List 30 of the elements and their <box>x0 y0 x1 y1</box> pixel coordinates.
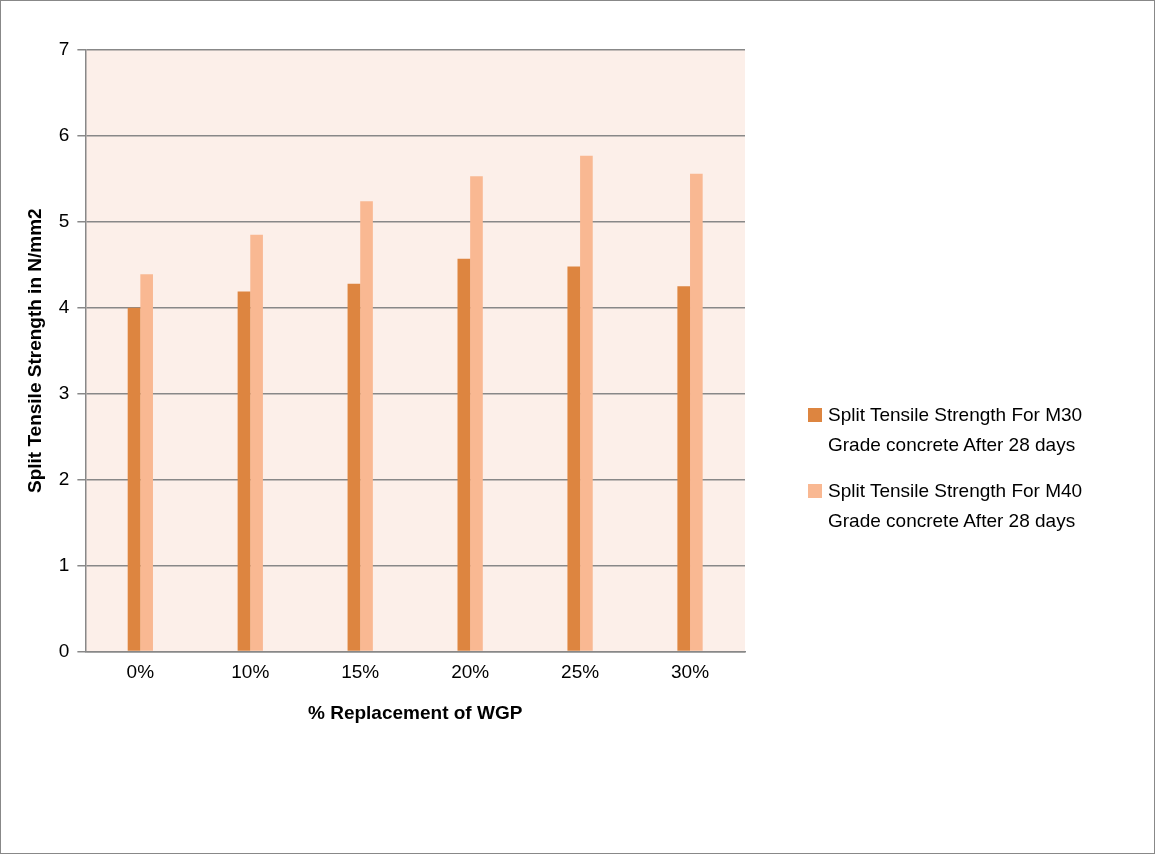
x-tick-label: 20% <box>451 661 490 683</box>
y-tick-label: 5 <box>58 210 70 232</box>
y-tick-label: 7 <box>58 38 70 60</box>
bar <box>140 274 153 651</box>
bar <box>690 173 703 651</box>
bar <box>457 258 471 651</box>
y-tick-label: 1 <box>58 553 70 575</box>
bar <box>347 283 361 651</box>
x-tick-label: 0% <box>126 661 155 683</box>
bar <box>567 266 581 651</box>
y-tick-label: 3 <box>58 381 70 403</box>
legend-label: Split Tensile Strength For M30 Grade concrete After 28 days <box>828 403 1084 457</box>
y-tick-label: 0 <box>58 639 70 661</box>
bar <box>580 155 593 651</box>
legend-label: Split Tensile Strength For M40 Grade concrete After 28 days <box>828 479 1084 533</box>
y-axis-title: Split Tensile Strength in N/mm2 <box>23 208 45 494</box>
y-tick-label: 6 <box>58 124 70 146</box>
x-tick-label: 25% <box>561 661 600 683</box>
bar <box>470 176 483 651</box>
bar <box>250 234 263 651</box>
y-tick-label: 4 <box>58 295 70 317</box>
bar <box>127 307 141 651</box>
x-tick-label: 15% <box>341 661 380 683</box>
x-axis-title: % Replacement of WGP <box>308 701 523 723</box>
bar <box>677 286 691 651</box>
x-tick-label: 10% <box>231 661 270 683</box>
x-tick-label: 30% <box>671 661 710 683</box>
bar <box>237 291 251 651</box>
bar <box>360 201 373 651</box>
y-tick-label: 2 <box>58 467 70 489</box>
